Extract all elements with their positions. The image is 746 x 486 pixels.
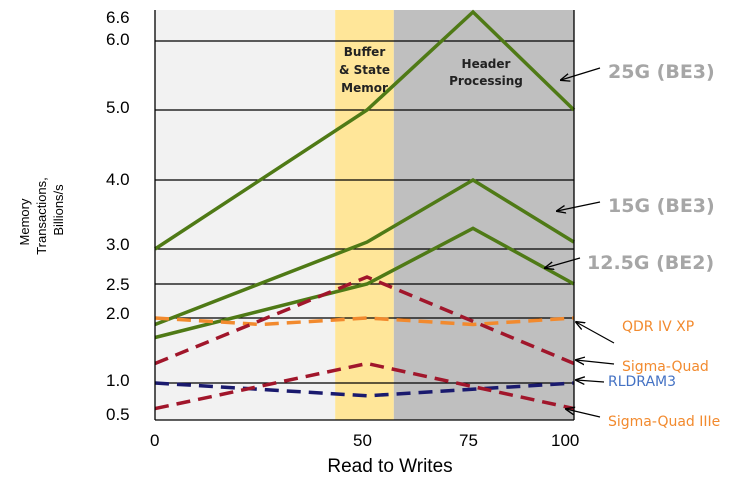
band-labels: Buffer & State Memor Header Processing bbox=[339, 45, 523, 95]
plot-frame bbox=[154, 10, 575, 421]
y-tick-0.5: 0.5 bbox=[106, 405, 130, 424]
y-tick-3.0: 3.0 bbox=[106, 235, 130, 254]
series-label-sigma-quad: Sigma-Quad bbox=[622, 359, 709, 375]
y-tick-6.6: 6.6 bbox=[106, 8, 130, 27]
band-label-header-1: Processing bbox=[449, 74, 523, 88]
series-label-25g-be3-: 25G (BE3) bbox=[608, 61, 715, 83]
series-line-rldram3 bbox=[154, 381, 575, 398]
series-label-qdr-iv-xp: QDR IV XP bbox=[622, 319, 694, 335]
series-arrow-25g-be3- bbox=[561, 67, 601, 80]
x-tick-75: 75 bbox=[459, 431, 478, 450]
band-2 bbox=[393, 10, 574, 420]
y-tick-5.0: 5.0 bbox=[106, 98, 130, 117]
series-label-rldram3: RLDRAM3 bbox=[608, 374, 676, 390]
series-arrow-sigma-quad-iiie bbox=[566, 409, 601, 418]
series-line-qdr-iv-xp bbox=[154, 316, 575, 327]
y-tick-2.5: 2.5 bbox=[106, 275, 130, 294]
band-label-buffer-0: Buffer bbox=[344, 45, 386, 59]
series-arrow-qdr-iv-xp bbox=[576, 322, 615, 344]
series-annotations: 25G (BE3) 15G (BE3) 12.5G (BE2) QDR IV XP Si… bbox=[545, 61, 720, 430]
y-tick-2.0: 2.0 bbox=[106, 304, 130, 323]
gridlines bbox=[155, 40, 574, 384]
series-line-12-5g-be2- bbox=[154, 226, 575, 340]
y-axis-label-line-0: Memory bbox=[17, 198, 32, 245]
y-axis-label-line-2: Billions/s bbox=[51, 184, 66, 236]
band-0 bbox=[155, 10, 336, 420]
band-1 bbox=[335, 10, 394, 420]
series-label-12-5g-be2-: 12.5G (BE2) bbox=[587, 252, 714, 274]
series-line-15g-be3- bbox=[154, 177, 575, 327]
series-line-sigma-quad-iiie bbox=[154, 361, 575, 411]
band-label-buffer-1: & State bbox=[339, 63, 390, 77]
y-tick-labels: 0.5 1.0 2.0 2.5 3.0 4.0 5.0 6.0 6.6 bbox=[106, 8, 130, 424]
band-label-header-0: Header bbox=[462, 57, 511, 71]
x-tick-100: 100 bbox=[551, 431, 579, 450]
y-axis-label: Memory Transactions, Billions/s bbox=[17, 177, 66, 255]
x-axis-label: Read to Writes bbox=[327, 456, 452, 477]
series-label-15g-be3-: 15G (BE3) bbox=[608, 195, 715, 217]
x-tick-50: 50 bbox=[353, 431, 372, 450]
series-arrow-12-5g-be2- bbox=[545, 257, 581, 268]
series-label-sigma-quad-iiie: Sigma-Quad IIIe bbox=[608, 414, 720, 430]
x-tick-labels: 0 50 75 100 bbox=[150, 431, 579, 450]
series-arrow-15g-be3- bbox=[557, 201, 601, 211]
y-tick-1.0: 1.0 bbox=[106, 371, 130, 390]
y-tick-6.0: 6.0 bbox=[106, 30, 130, 49]
series-arrow-sigma-quad bbox=[576, 360, 615, 364]
y-tick-4.0: 4.0 bbox=[106, 170, 130, 189]
series-line-25g-be3- bbox=[154, 9, 576, 251]
series-arrow-rldram3 bbox=[576, 380, 605, 382]
series-lines bbox=[154, 9, 576, 411]
y-axis-label-line-1: Transactions, bbox=[34, 177, 49, 255]
band-label-buffer-2: Memor bbox=[341, 81, 388, 95]
series-line-sigma-quad bbox=[154, 275, 575, 366]
x-tick-0: 0 bbox=[150, 431, 159, 450]
